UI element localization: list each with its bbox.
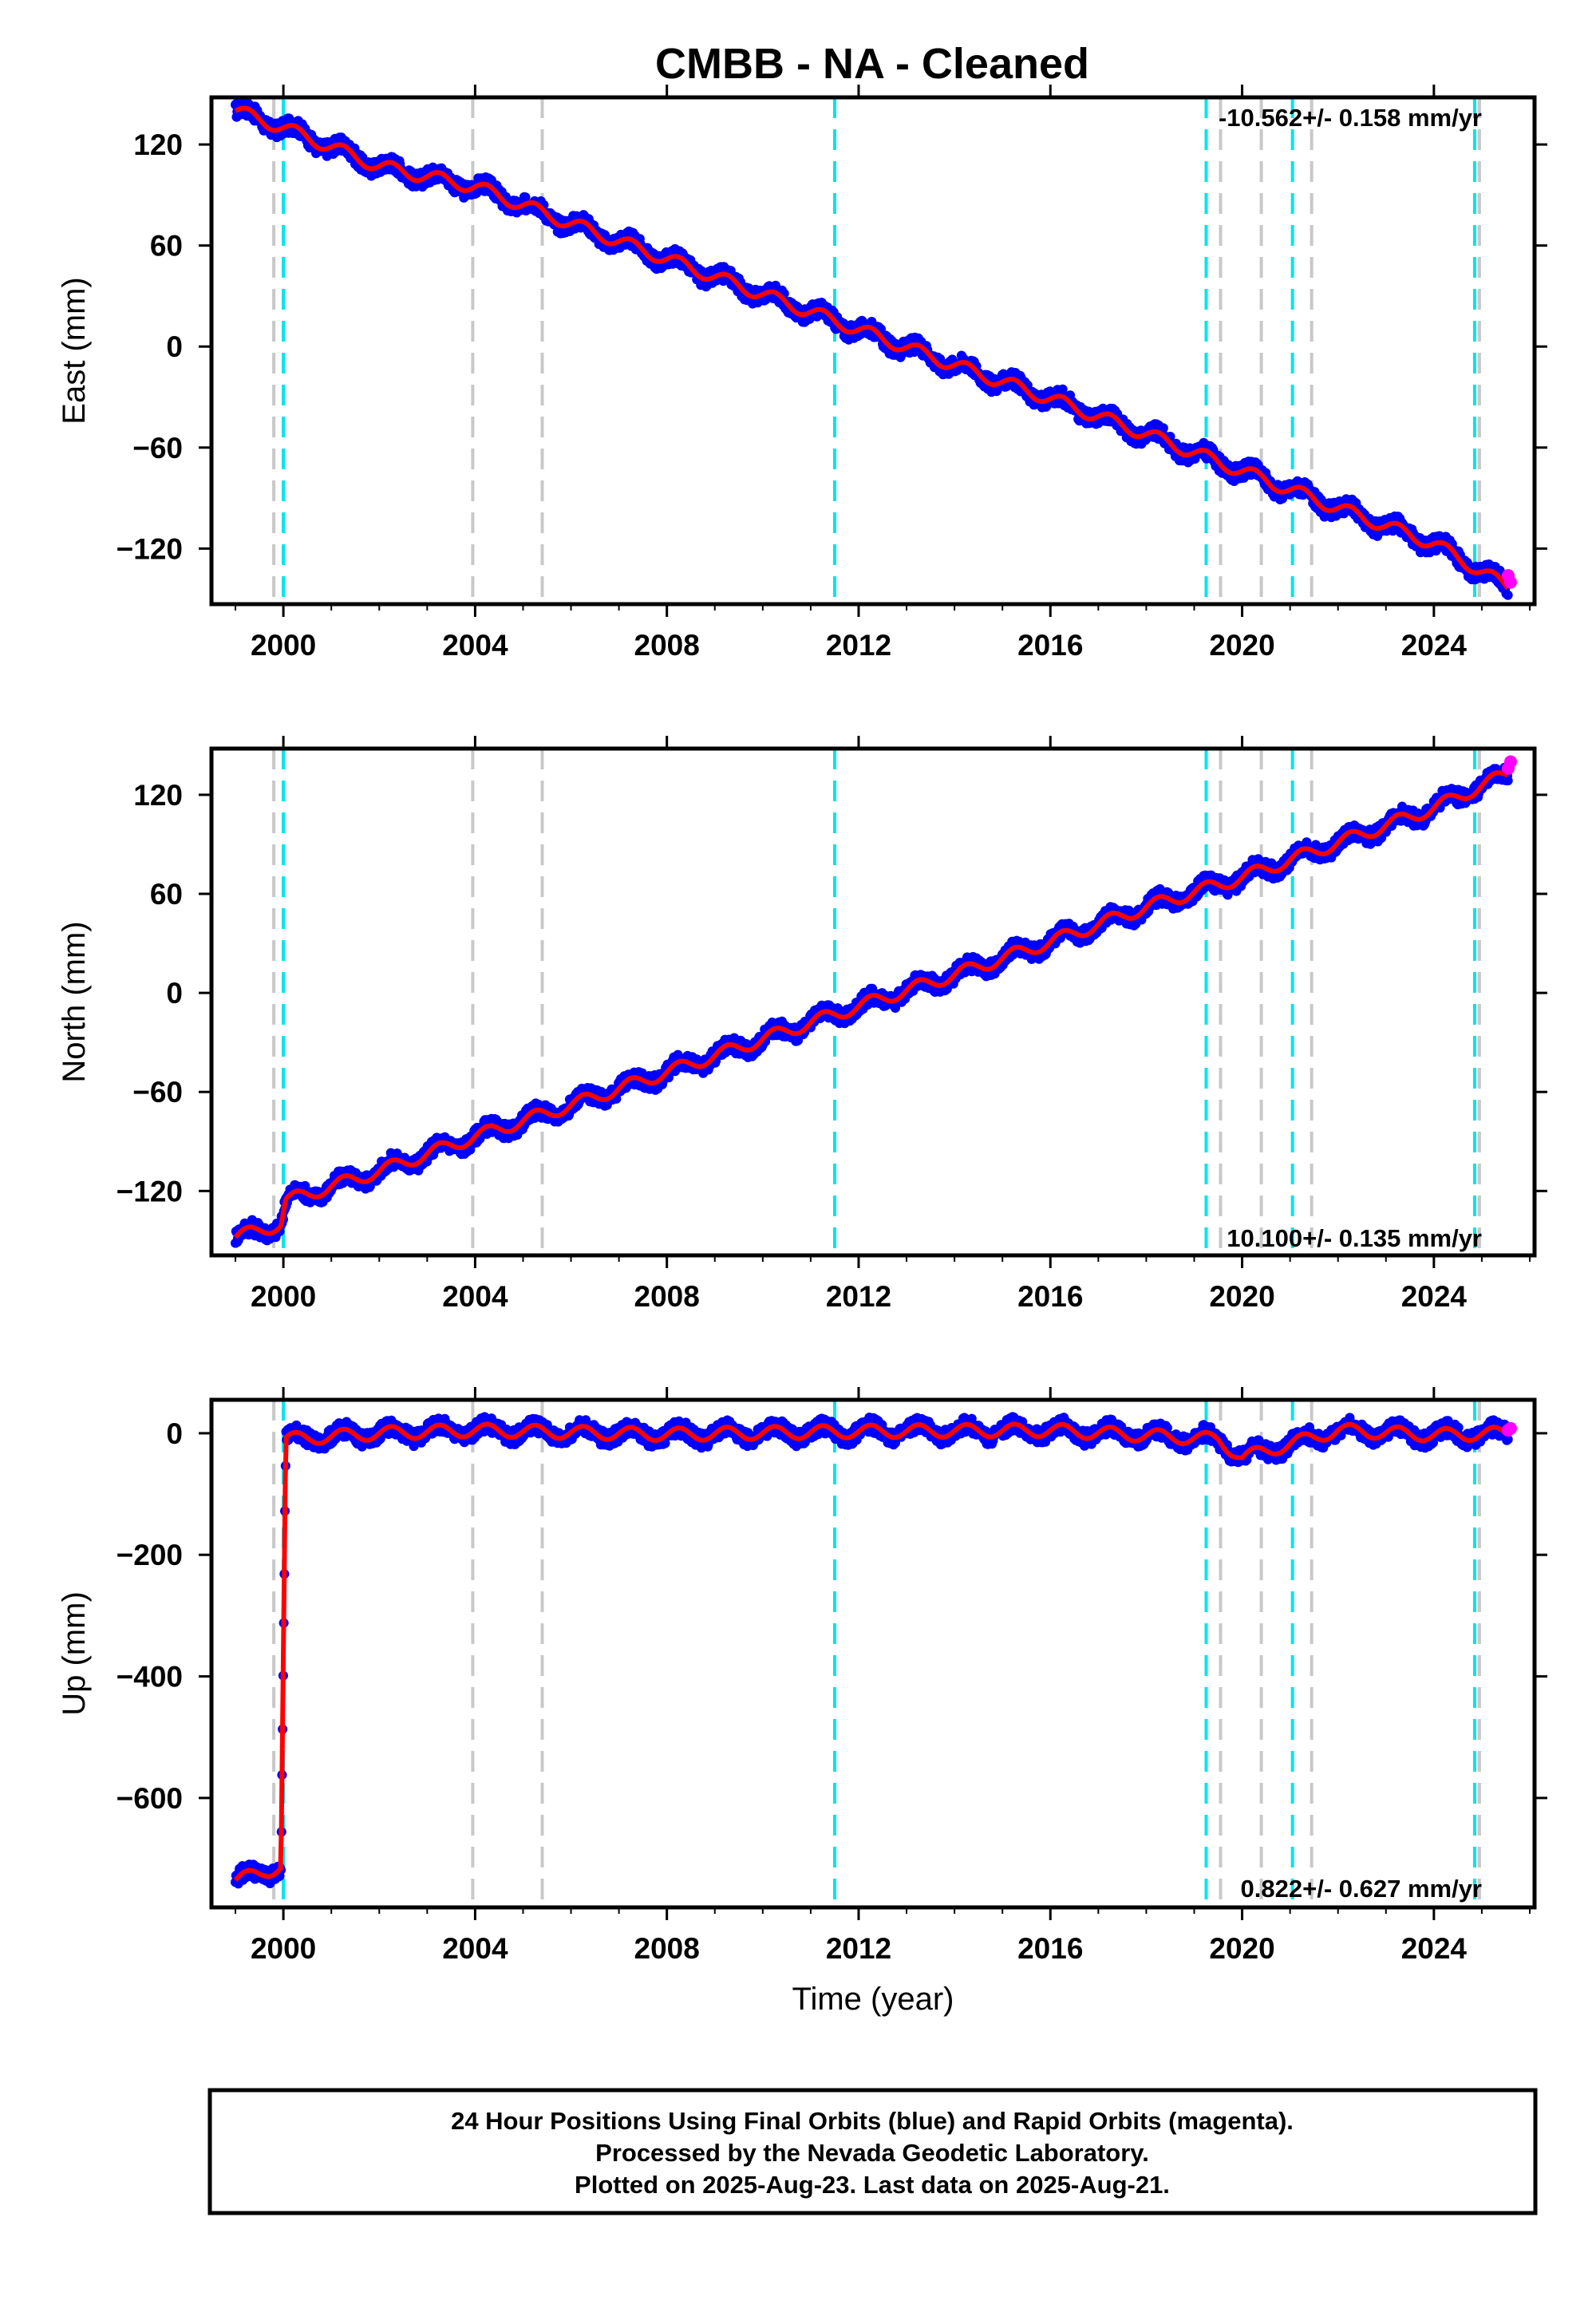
final-orbits-points bbox=[231, 762, 1513, 1248]
x-tick-label: 2024 bbox=[1401, 1932, 1468, 1965]
footer-box: 24 Hour Positions Using Final Orbits (bl… bbox=[207, 2088, 1538, 2215]
x-tick-label: 2008 bbox=[634, 629, 700, 662]
y-tick-label: 60 bbox=[150, 878, 183, 911]
y-tick-label: −400 bbox=[117, 1661, 183, 1694]
x-tick-label: 2016 bbox=[1017, 1932, 1083, 1965]
rate-label: 0.822+/- 0.627 mm/yr bbox=[1241, 1875, 1482, 1903]
y-tick-label: −60 bbox=[132, 432, 183, 464]
x-tick-label: 2024 bbox=[1401, 1280, 1468, 1313]
x-tick-label: 2004 bbox=[442, 629, 508, 662]
y-tick-label: 0 bbox=[166, 1417, 183, 1450]
model-fit-line bbox=[233, 1421, 1510, 1882]
x-tick-label: 2016 bbox=[1017, 1280, 1083, 1313]
x-tick-label: 2016 bbox=[1017, 629, 1083, 662]
x-tick-label: 2000 bbox=[251, 1280, 316, 1313]
model-fit-line bbox=[233, 770, 1509, 1239]
plot-frame bbox=[209, 95, 1537, 607]
y-tick-label: −120 bbox=[117, 1175, 183, 1207]
chart-title: CMBB - NA - Cleaned bbox=[655, 40, 1089, 88]
x-tick-label: 2000 bbox=[251, 629, 316, 662]
x-tick-label: 2008 bbox=[634, 1932, 700, 1965]
panel-up: 2000 2004 2008 2012 2016 2020 2024 0 −200 −400 −60… bbox=[57, 1387, 1547, 2017]
y-tick-label: −200 bbox=[117, 1539, 183, 1571]
x-tick-label: 2020 bbox=[1209, 1280, 1274, 1313]
panels: 2000 2004 2008 2012 2016 2020 2024 120 60 0 −60 −12… bbox=[57, 85, 1547, 2017]
y-axis-label: Up (mm) bbox=[57, 1591, 92, 1716]
y-axis-label: North (mm) bbox=[57, 921, 92, 1082]
y-tick-label: 60 bbox=[150, 230, 183, 263]
x-tick-label: 2012 bbox=[826, 629, 891, 662]
plot-frame bbox=[209, 1397, 1537, 1910]
footer-frame bbox=[207, 2088, 1538, 2215]
y-tick-label: 0 bbox=[166, 330, 183, 363]
x-tick-label: 2020 bbox=[1209, 1932, 1274, 1965]
y-tick-label: −60 bbox=[132, 1076, 183, 1109]
y-tick-label: 120 bbox=[133, 128, 183, 161]
y-tick-label: 120 bbox=[133, 779, 183, 812]
rapid-orbits-point bbox=[1503, 575, 1517, 589]
footer-line-2: Processed by the Nevada Geodetic Laborat… bbox=[595, 2139, 1149, 2167]
final-orbits-points bbox=[231, 1412, 1513, 1889]
rate-label: -10.562+/- 0.158 mm/yr bbox=[1219, 104, 1482, 132]
x-axis-label: Time (year) bbox=[792, 1982, 954, 2017]
footer-line-3: Plotted on 2025-Aug-23. Last data on 202… bbox=[575, 2171, 1170, 2199]
x-tick-label: 2012 bbox=[826, 1280, 891, 1313]
panel-east: 2000 2004 2008 2012 2016 2020 2024 120 60 0 −60 −12… bbox=[57, 85, 1547, 662]
x-tick-label: 2024 bbox=[1401, 629, 1468, 662]
footer-line-1: 24 Hour Positions Using Final Orbits (bl… bbox=[451, 2107, 1294, 2135]
x-tick-label: 2000 bbox=[251, 1932, 316, 1965]
model-fit-line bbox=[234, 105, 1510, 591]
x-tick-label: 2012 bbox=[826, 1932, 891, 1965]
panel-north: 2000 2004 2008 2012 2016 2020 2024 120 60 0 −60 −12… bbox=[57, 736, 1547, 1313]
y-tick-label: −120 bbox=[117, 532, 183, 565]
x-tick-label: 2008 bbox=[634, 1280, 700, 1313]
y-tick-label: 0 bbox=[166, 977, 183, 1010]
rapid-orbits-point bbox=[1503, 1421, 1517, 1435]
y-axis-label: East (mm) bbox=[57, 277, 92, 424]
rapid-orbits-point bbox=[1503, 755, 1517, 769]
rate-label: 10.100+/- 0.135 mm/yr bbox=[1227, 1224, 1482, 1252]
x-tick-label: 2020 bbox=[1209, 629, 1274, 662]
plot-frame bbox=[209, 746, 1537, 1258]
y-tick-label: −600 bbox=[117, 1782, 183, 1815]
x-tick-label: 2004 bbox=[442, 1280, 508, 1313]
x-tick-label: 2004 bbox=[442, 1932, 508, 1965]
